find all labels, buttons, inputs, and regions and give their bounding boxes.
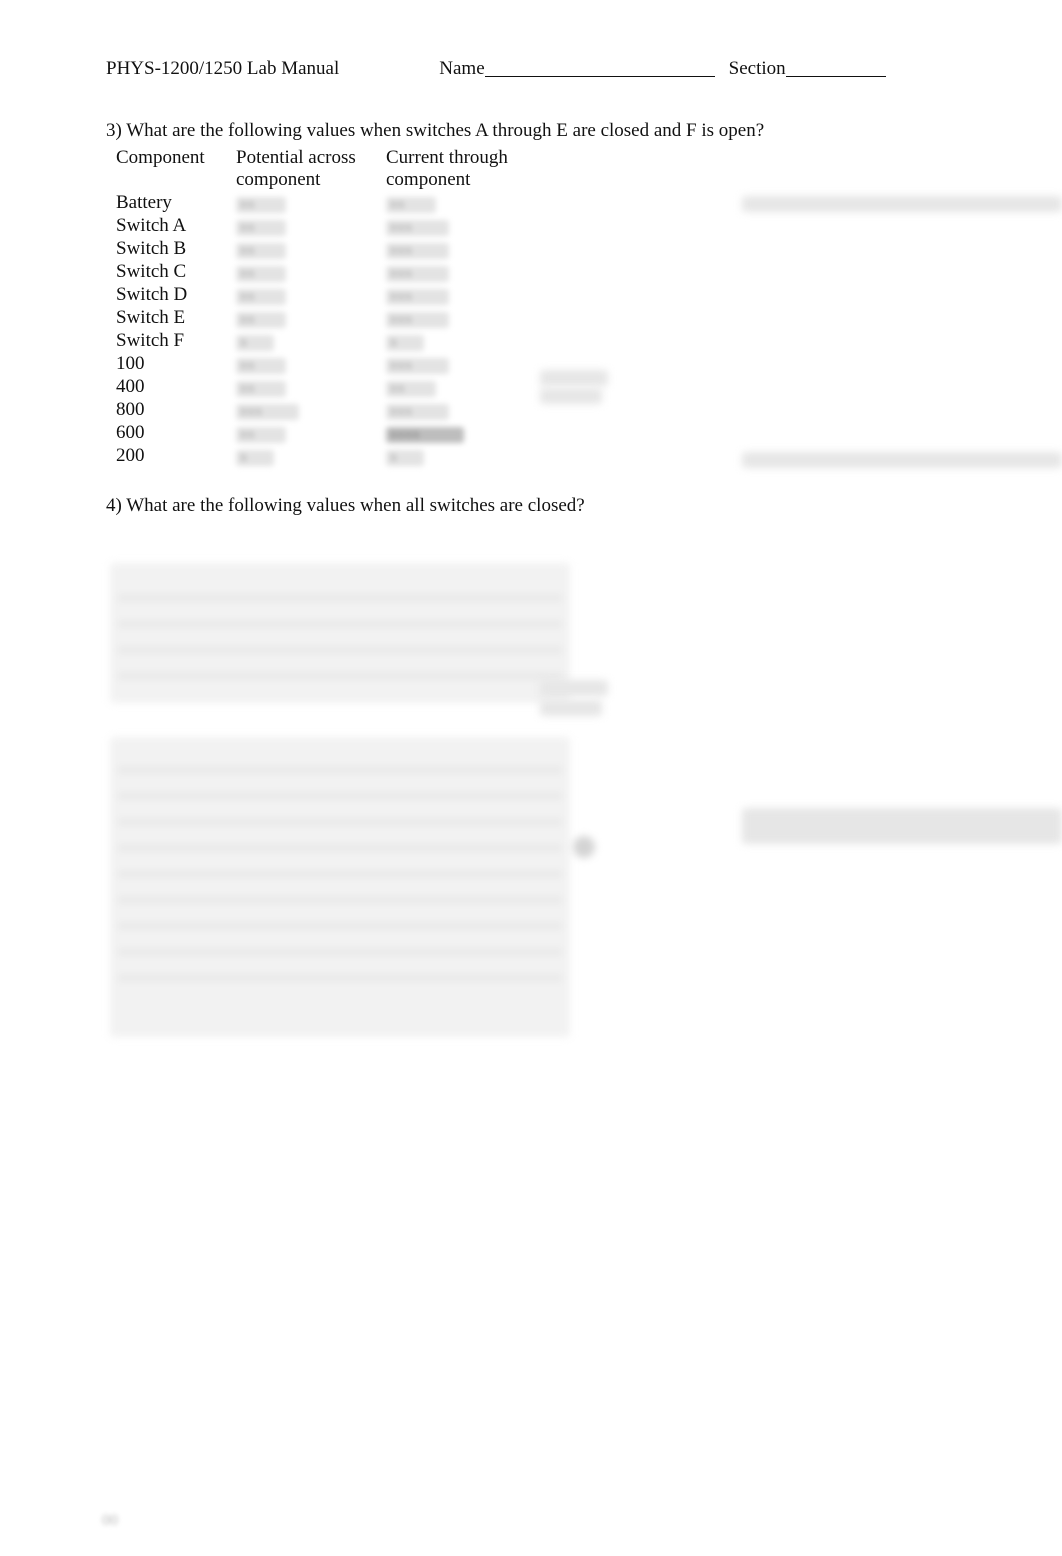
component-cell: Switch E [110, 306, 230, 329]
current-cell: x [380, 329, 530, 352]
potential-cell: xxx [230, 398, 380, 421]
current-cell: xxx [380, 283, 530, 306]
blurred-inline-note [540, 370, 608, 386]
table-row: Switch C xx xxx [110, 260, 530, 283]
blurred-marginal-note [742, 808, 1062, 844]
blurred-table-preview-1 [110, 563, 570, 703]
table-row: Switch D xx xxx [110, 283, 530, 306]
potential-cell: xx [230, 237, 380, 260]
blurred-marginal-note [742, 452, 1062, 468]
component-cell: 800 [110, 398, 230, 421]
potential-cell: xx [230, 352, 380, 375]
potential-cell: xx [230, 283, 380, 306]
current-cell: x [380, 444, 530, 467]
component-cell: 600 [110, 421, 230, 444]
table-row: Switch B xx xxx [110, 237, 530, 260]
component-cell: Switch B [110, 237, 230, 260]
name-label: Name [439, 58, 484, 80]
component-cell: Switch A [110, 214, 230, 237]
blurred-inline-note [540, 680, 608, 696]
page: PHYS-1200/1250 Lab Manual Name Section 3… [0, 0, 1062, 1556]
section-label: Section [729, 58, 786, 80]
section-blank-line[interactable] [786, 76, 886, 77]
blurred-inline-note [540, 388, 602, 404]
component-cell: Switch D [110, 283, 230, 306]
course-title: PHYS-1200/1250 Lab Manual [106, 58, 339, 80]
table-row: Battery xx xx [110, 191, 530, 214]
component-cell: Switch C [110, 260, 230, 283]
current-cell: xxx [380, 306, 530, 329]
component-cell: 200 [110, 444, 230, 467]
current-cell: xxx [380, 214, 530, 237]
table-row: Switch F x x [110, 329, 530, 352]
blurred-marginal-note [742, 196, 1062, 212]
table-row: 800 xxx xxx [110, 398, 530, 421]
current-cell: xx [380, 375, 530, 398]
potential-cell: xx [230, 375, 380, 398]
current-cell: xxx [380, 352, 530, 375]
question-4-prompt: 4) What are the following values when al… [106, 495, 982, 517]
page-header: PHYS-1200/1250 Lab Manual Name Section [106, 58, 982, 80]
table-row: 400 xx xx [110, 375, 530, 398]
column-header: Current through component [380, 146, 530, 191]
column-header: Component [110, 146, 230, 191]
blurred-inline-note [540, 700, 602, 716]
page-number: 00 [102, 1512, 118, 1530]
component-cell: Battery [110, 191, 230, 214]
component-cell: 100 [110, 352, 230, 375]
current-cell: xxx [380, 398, 530, 421]
potential-cell: xx [230, 191, 380, 214]
table-row: 600 xx xxxx [110, 421, 530, 444]
question-3-prompt: 3) What are the following values when sw… [106, 120, 982, 142]
table-row: 200 x x [110, 444, 530, 467]
current-cell: xxx [380, 237, 530, 260]
current-cell: xxxx [380, 421, 530, 444]
table-header-row: Component Potential across component Cur… [110, 146, 530, 191]
current-cell: xxx [380, 260, 530, 283]
blurred-annotation-circle [573, 836, 595, 858]
potential-cell: x [230, 444, 380, 467]
component-cell: Switch F [110, 329, 230, 352]
potential-cell: xx [230, 214, 380, 237]
current-cell: xx [380, 191, 530, 214]
name-blank-line[interactable] [485, 76, 715, 77]
potential-cell: xx [230, 421, 380, 444]
potential-cell: x [230, 329, 380, 352]
table-row: 100 xx xxx [110, 352, 530, 375]
potential-cell: xx [230, 306, 380, 329]
blurred-table-preview-2 [110, 737, 570, 1037]
column-header: Potential across component [230, 146, 380, 191]
question-3-table: Component Potential across component Cur… [110, 146, 530, 467]
component-cell: 400 [110, 375, 230, 398]
potential-cell: xx [230, 260, 380, 283]
table-row: Switch E xx xxx [110, 306, 530, 329]
table-row: Switch A xx xxx [110, 214, 530, 237]
